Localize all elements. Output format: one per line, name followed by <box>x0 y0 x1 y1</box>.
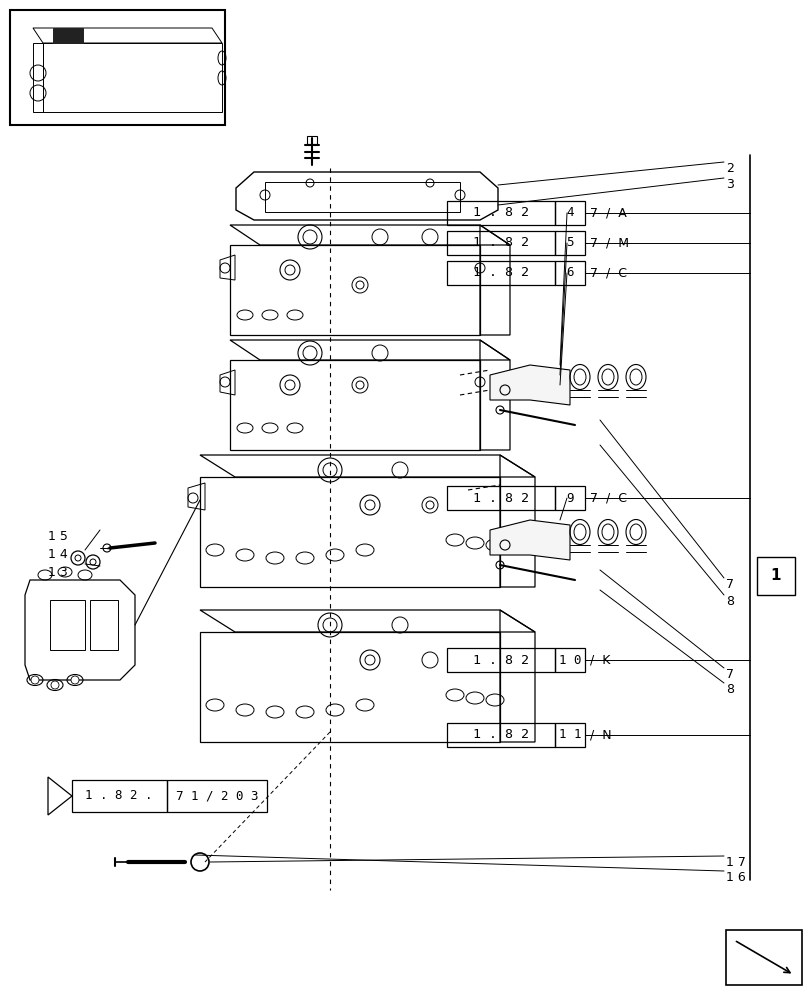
Bar <box>554 231 584 255</box>
Bar <box>50 600 85 650</box>
Polygon shape <box>48 777 72 815</box>
Bar <box>446 231 554 255</box>
Text: 7  /  M: 7 / M <box>590 236 629 249</box>
Text: 1 1: 1 1 <box>558 728 581 742</box>
Text: 4: 4 <box>565 207 573 220</box>
Text: 3: 3 <box>725 178 733 191</box>
Text: 1 . 8 2 .: 1 . 8 2 . <box>85 789 152 802</box>
Text: 1: 1 <box>770 568 780 584</box>
Text: 1 0: 1 0 <box>558 654 581 666</box>
Text: 2: 2 <box>725 162 733 175</box>
Bar <box>90 600 118 650</box>
Bar <box>554 723 584 747</box>
Bar <box>167 780 267 812</box>
Text: 1 7: 1 7 <box>725 856 745 869</box>
Text: 7  /  C: 7 / C <box>590 491 626 504</box>
Text: 6: 6 <box>565 266 573 279</box>
Bar <box>554 201 584 225</box>
Bar <box>10 10 225 125</box>
Circle shape <box>51 681 59 689</box>
Text: 1 . 8 2: 1 . 8 2 <box>473 728 528 742</box>
Text: 7: 7 <box>725 668 733 681</box>
Text: 1 . 8 2: 1 . 8 2 <box>473 266 528 279</box>
Bar <box>72 780 167 812</box>
Text: 1 4: 1 4 <box>48 548 67 561</box>
Text: /  K: / K <box>590 654 610 666</box>
Text: /  N: / N <box>590 728 611 742</box>
Text: 5: 5 <box>565 236 573 249</box>
Bar <box>446 723 554 747</box>
Bar <box>756 557 794 595</box>
Text: 1 6: 1 6 <box>725 871 744 884</box>
Text: 8: 8 <box>725 595 733 608</box>
Bar <box>554 261 584 285</box>
Bar <box>264 182 460 212</box>
Text: 7 1 / 2 0 3: 7 1 / 2 0 3 <box>175 789 258 802</box>
Polygon shape <box>53 28 83 43</box>
Text: 7  /  A: 7 / A <box>590 207 626 220</box>
Text: 7: 7 <box>725 578 733 591</box>
Bar <box>446 261 554 285</box>
Bar <box>554 648 584 672</box>
Text: 8: 8 <box>725 683 733 696</box>
Text: 1 5: 1 5 <box>48 530 68 543</box>
Text: 1 . 8 2: 1 . 8 2 <box>473 236 528 249</box>
Polygon shape <box>489 365 569 405</box>
Polygon shape <box>489 520 569 560</box>
Bar <box>446 648 554 672</box>
Bar <box>307 136 316 144</box>
Text: 9: 9 <box>565 491 573 504</box>
Text: 1 . 8 2: 1 . 8 2 <box>473 207 528 220</box>
Text: 1 3: 1 3 <box>48 566 67 579</box>
Text: 1 . 8 2: 1 . 8 2 <box>473 654 528 666</box>
Circle shape <box>31 676 39 684</box>
Text: 1 . 8 2: 1 . 8 2 <box>473 491 528 504</box>
Bar <box>446 486 554 510</box>
Bar <box>446 201 554 225</box>
Bar <box>554 486 584 510</box>
Circle shape <box>71 676 79 684</box>
Bar <box>725 930 801 985</box>
Text: 7  /  C: 7 / C <box>590 266 626 279</box>
